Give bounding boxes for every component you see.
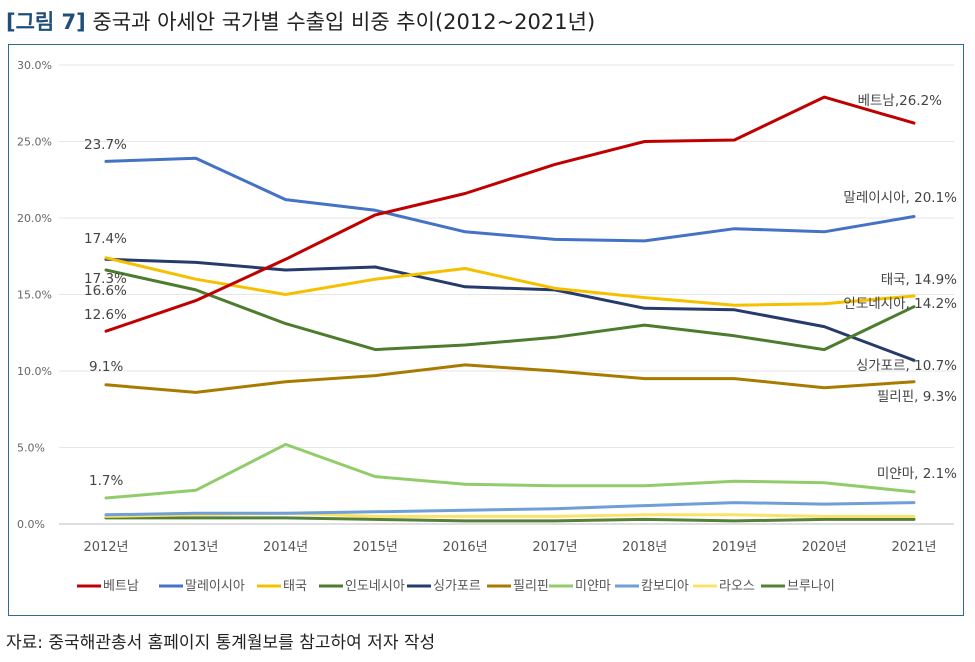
end-label: 인도네시아, 14.2% <box>843 296 957 312</box>
y-tick-label: 20.0% <box>17 212 52 225</box>
series-line-미얀마 <box>104 442 916 500</box>
data-labels: 베트남,26.2% 23.7% 말레이시아, 20.1% 17.4% 태국, 14.9%… <box>84 93 957 489</box>
x-axis-ticks: 2012년 2013년 2014년 2015년 2016년 2017년 2018년 2019년… <box>83 540 936 555</box>
series-line-싱가포르 <box>104 257 916 362</box>
figure-title-text: 중국과 아세안 국가별 수출입 비중 추이(2012~2021년) <box>92 10 596 34</box>
end-label: 필리핀, 9.3% <box>877 389 957 405</box>
end-label: 태국, 14.9% <box>881 272 957 288</box>
legend-label: 브루나이 <box>787 579 835 594</box>
x-tick-label: 2014년 <box>263 540 308 555</box>
legend-label: 필리핀 <box>513 579 549 594</box>
legend-label: 인도네시아 <box>345 579 405 594</box>
y-tick-label: 0.0% <box>17 518 45 531</box>
x-tick-label: 2018년 <box>622 540 667 555</box>
y-tick-label: 10.0% <box>17 365 52 378</box>
y-tick-label: 15.0% <box>17 289 52 302</box>
x-tick-label: 2013년 <box>173 540 218 555</box>
x-tick-label: 2016년 <box>443 540 488 555</box>
start-label: 17.3% <box>84 271 127 287</box>
legend-label: 라오스 <box>719 579 755 594</box>
end-label: 베트남,26.2% <box>858 93 943 109</box>
series-line-태국 <box>104 256 916 307</box>
end-label: 미얀마, 2.1% <box>877 466 957 482</box>
y-axis-ticks: 0.0% 5.0% 10.0% 15.0% 20.0% 25.0% 30.0% <box>17 59 52 531</box>
legend-label: 캄보디아 <box>641 579 689 594</box>
start-label: 12.6% <box>84 307 127 323</box>
x-tick-label: 2020년 <box>802 540 847 555</box>
x-tick-label: 2019년 <box>712 540 757 555</box>
series-line-인도네시아 <box>104 268 916 352</box>
end-label: 말레이시아, 20.1% <box>843 190 957 206</box>
legend-label: 베트남 <box>103 579 139 594</box>
legend: 베트남 말레이시아 태국 인도네시아 싱가포르 필리핀 미얀마 캄보디아 라오스 브루나이 <box>77 579 835 594</box>
legend-label: 미얀마 <box>575 579 611 594</box>
chart-frame: 0.0% 5.0% 10.0% 15.0% 20.0% 25.0% 30.0% 2012년 2… <box>8 44 964 616</box>
figure-tag: [그림 7] <box>6 10 86 34</box>
series-line-브루나이 <box>104 516 916 523</box>
line-chart: 0.0%5.0%10.0%15.0%20.0%25.0%30.0% 2012년 2… <box>17 59 957 594</box>
x-tick-label: 2015년 <box>353 540 398 555</box>
source-note: 자료: 중국해관총서 홈페이지 통계월보를 참고하여 저자 작성 <box>6 633 436 653</box>
start-label: 17.4% <box>84 231 127 247</box>
start-label: 1.7% <box>89 473 123 489</box>
end-label: 싱가포르, 10.7% <box>856 358 957 374</box>
legend-label: 말레이시아 <box>185 579 245 594</box>
legend-label: 싱가포르 <box>433 579 481 594</box>
x-tick-label: 2021년 <box>891 540 936 555</box>
start-label: 23.7% <box>84 137 127 153</box>
start-label: 16.6% <box>84 283 127 299</box>
y-tick-label: 25.0% <box>17 136 52 149</box>
gridlines <box>59 64 954 525</box>
start-label: 9.1% <box>89 359 123 375</box>
series-line-필리핀 <box>104 363 916 394</box>
series-lines <box>104 95 916 523</box>
figure-title: [그림 7] 중국과 아세안 국가별 수출입 비중 추이(2012~2021년) <box>6 6 595 36</box>
series-line-말레이시아 <box>104 156 916 243</box>
x-tick-label: 2017년 <box>532 540 577 555</box>
legend-label: 태국 <box>283 579 307 594</box>
series-line-베트남 <box>104 95 916 333</box>
series-line-캄보디아 <box>104 501 916 517</box>
y-tick-label: 30.0% <box>17 59 52 72</box>
y-tick-label: 5.0% <box>17 442 45 455</box>
x-tick-label: 2012년 <box>83 540 128 555</box>
